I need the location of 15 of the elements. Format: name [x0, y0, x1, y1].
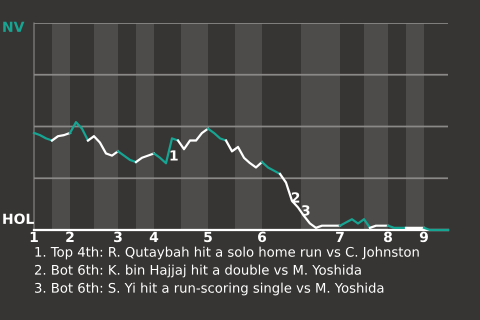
- annotation: 1: [170, 150, 178, 161]
- text: 3. Bot 6th: S. Yi hit a run-scoring single vs M. Yoshida: [35, 282, 384, 296]
- x-tick-label: 3: [114, 232, 122, 242]
- text: HOL: [3, 214, 34, 224]
- text: 2. Bot 6th: K. bin Hajjaj hit a double vs M. Yoshida: [34, 264, 361, 278]
- text: NV: [3, 22, 24, 32]
- text: 1. Top 4th: R. Qutaybah hit a solo home run vs C. Johnston: [35, 246, 419, 260]
- x-tick-label: 5: [204, 232, 212, 242]
- x-tick-label: 8: [384, 232, 392, 242]
- x-tick-label: 2: [66, 232, 74, 242]
- x-tick-label: 9: [420, 232, 428, 242]
- x-tick-label: 4: [150, 232, 158, 242]
- x-tick-label: 6: [258, 232, 266, 242]
- x-tick-label: 1: [30, 232, 38, 242]
- x-tick-label: 7: [336, 232, 344, 242]
